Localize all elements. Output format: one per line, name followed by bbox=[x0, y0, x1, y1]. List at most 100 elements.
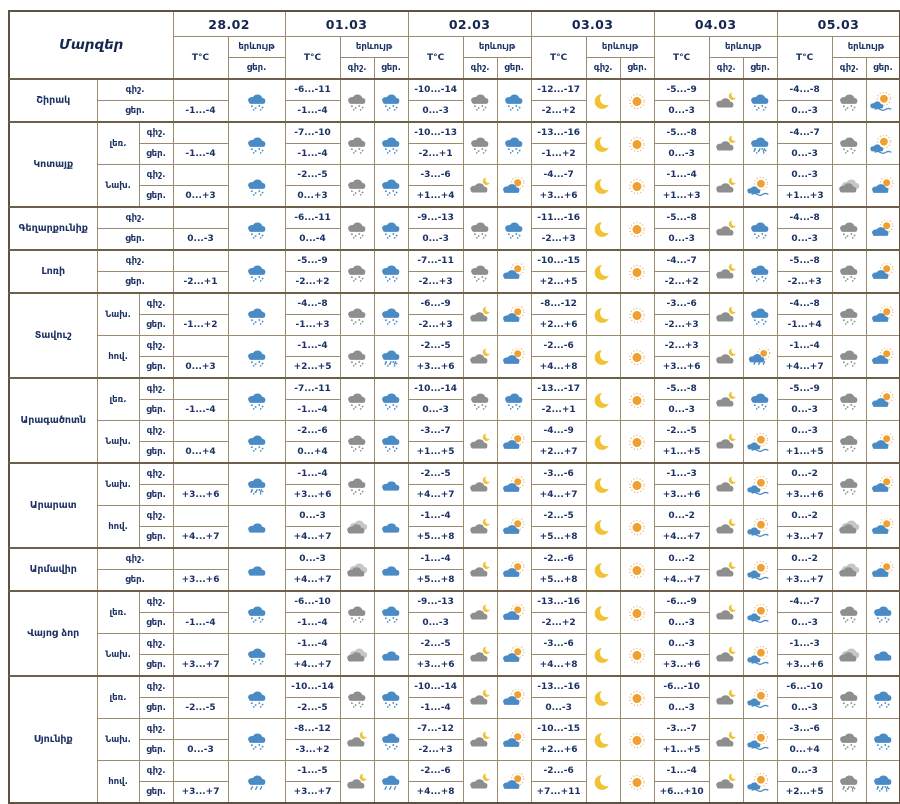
temp-night-cell: -7...-10 bbox=[284, 121, 341, 144]
rain-blue-icon bbox=[382, 775, 400, 790]
day-subheader: ցեր. bbox=[496, 57, 532, 80]
weather-day-cell bbox=[619, 505, 655, 549]
weather-day-cell bbox=[373, 78, 409, 123]
daypart-day-label: ցեր. bbox=[138, 185, 174, 208]
weather-day-cell bbox=[619, 760, 655, 804]
snow-gray-icon bbox=[348, 393, 366, 410]
weather-day-cell bbox=[742, 377, 778, 421]
snow-gray-icon bbox=[840, 137, 858, 154]
snow-gray-icon bbox=[471, 222, 489, 239]
night-row: Վայոց ձոր լեռ. գիշ. -6...-10 -9...-13 -13...-… bbox=[8, 590, 900, 677]
daypart-day-label: ցեր. bbox=[96, 100, 174, 123]
weather-night-cell bbox=[708, 590, 744, 634]
temp-night-cell: -1...-4 bbox=[284, 335, 341, 357]
sun-cloud-wave-icon bbox=[747, 603, 769, 623]
weather-day-cell bbox=[865, 249, 900, 294]
sun-icon bbox=[629, 434, 645, 450]
snow-gray-icon bbox=[840, 691, 858, 708]
temp-night-cell: -1...-3 bbox=[653, 462, 710, 485]
daypart-night-label: գիշ. bbox=[138, 462, 174, 485]
day-subheader: ցեր. bbox=[619, 57, 655, 80]
weather-day-cell bbox=[496, 335, 532, 379]
temp-day-cell: +4...+8 bbox=[407, 781, 464, 804]
night-row: Կոտայք լեռ. գիշ. -7...-10 -10...-13 -13...-16… bbox=[8, 121, 900, 208]
night-row: Շիրակ գիշ. -6...-11 -10...-14 -12...-17 -5...… bbox=[8, 78, 900, 123]
temp-night-cell: -1...-5 bbox=[284, 760, 341, 782]
weather-day-cell bbox=[496, 164, 532, 208]
weather-night-cell bbox=[462, 121, 498, 165]
day-row: ցեր. 0...+3 0...+3 +1...+4 +3...+6 +1...+3 +1.… bbox=[9, 185, 900, 208]
snow-gray-icon bbox=[348, 137, 366, 154]
weather-day-cell bbox=[619, 249, 655, 294]
weather-day-cell bbox=[373, 547, 409, 592]
temp-night-cell: -2...-6 bbox=[407, 760, 464, 782]
sun-cloud-rain-icon bbox=[748, 347, 771, 365]
temp-day-cell: 0...+4 bbox=[284, 441, 341, 464]
sun-cloud-wave-icon bbox=[747, 517, 769, 537]
weather-night-cell bbox=[831, 547, 867, 592]
sun-cloud-icon bbox=[871, 475, 894, 492]
daypart-night-label: գիշ. bbox=[138, 505, 174, 527]
zone-label: լեռ. bbox=[96, 675, 140, 719]
temp-day-cell: +2...+5 bbox=[776, 781, 833, 804]
snow-gray-icon bbox=[348, 265, 366, 282]
weather-night-cell bbox=[339, 206, 375, 251]
temp-header: T°C bbox=[653, 36, 710, 80]
temp-day-cell: +2...+6 bbox=[530, 314, 587, 336]
moon-icon bbox=[594, 772, 614, 790]
snow-blue-icon bbox=[751, 222, 769, 239]
day-row: ցեր. -1...+2 -1...+3 -2...+3 +2...+6 -2...+3 -… bbox=[9, 314, 900, 336]
temp-night-cell: -11...-16 bbox=[530, 206, 587, 229]
cloud-moon-icon bbox=[470, 688, 492, 705]
zone-label: Նախ. bbox=[96, 292, 140, 336]
daypart-night-label: գիշ. bbox=[138, 335, 174, 357]
snow-blue-icon bbox=[382, 606, 400, 623]
cloud-moon-icon bbox=[716, 730, 738, 747]
temp-night-cell bbox=[172, 249, 229, 272]
temp-day-cell: 0...-4 bbox=[284, 228, 341, 251]
weather-day-cell bbox=[742, 718, 778, 761]
snow-blue-icon bbox=[382, 137, 400, 154]
temp-day-cell: +1...+3 bbox=[653, 185, 710, 208]
weather-day-cell bbox=[227, 377, 286, 421]
weather-day-cell bbox=[742, 78, 778, 123]
cloud-blue-icon bbox=[382, 522, 400, 533]
snow-blue-icon bbox=[247, 733, 265, 750]
temp-night-cell: -2...-5 bbox=[530, 505, 587, 527]
snow-blue-icon bbox=[382, 393, 400, 410]
weather-day-cell bbox=[619, 590, 655, 634]
daypart-night-label: գիշ. bbox=[138, 718, 174, 740]
temp-day-cell: +4...+7 bbox=[284, 654, 341, 677]
weather-day-cell bbox=[373, 420, 409, 464]
weather-day-cell bbox=[742, 164, 778, 208]
day-row: ցեր. +4...+7 +4...+7 +5...+8 +5...+8 +4...+7 +… bbox=[9, 526, 900, 549]
temp-day-cell: -1...-4 bbox=[172, 612, 229, 634]
weather-night-cell bbox=[708, 633, 744, 677]
cloud-moon-icon bbox=[716, 176, 738, 193]
weather-night-cell bbox=[462, 78, 498, 123]
temp-night-cell: -10...-14 bbox=[284, 675, 341, 698]
weather-night-cell bbox=[339, 760, 375, 804]
weather-night-cell bbox=[708, 420, 744, 464]
weather-night-cell bbox=[462, 760, 498, 804]
weather-night-cell bbox=[339, 121, 375, 165]
daypart-day-label: ցեր. bbox=[138, 526, 174, 549]
temp-night-cell bbox=[172, 420, 229, 442]
sun-icon bbox=[629, 690, 645, 706]
weather-day-cell bbox=[373, 121, 409, 165]
weather-day-cell bbox=[742, 335, 778, 379]
snow-blue-icon bbox=[382, 222, 400, 239]
weather-day-cell bbox=[227, 292, 286, 336]
cloud-moon-icon bbox=[716, 134, 738, 151]
temp-night-cell bbox=[172, 675, 229, 698]
zone-label: Նախ. bbox=[96, 462, 140, 506]
snow-blue-icon bbox=[247, 606, 265, 623]
snow-gray-icon bbox=[348, 478, 366, 495]
zone-label: Նախ. bbox=[96, 633, 140, 677]
snow-blue-icon bbox=[247, 137, 265, 154]
temp-header: T°C bbox=[776, 36, 833, 80]
cloud-blue-icon bbox=[382, 650, 400, 661]
sun-icon bbox=[629, 221, 645, 237]
temp-day-cell: -3...+2 bbox=[284, 739, 341, 761]
weather-night-cell bbox=[708, 377, 744, 421]
